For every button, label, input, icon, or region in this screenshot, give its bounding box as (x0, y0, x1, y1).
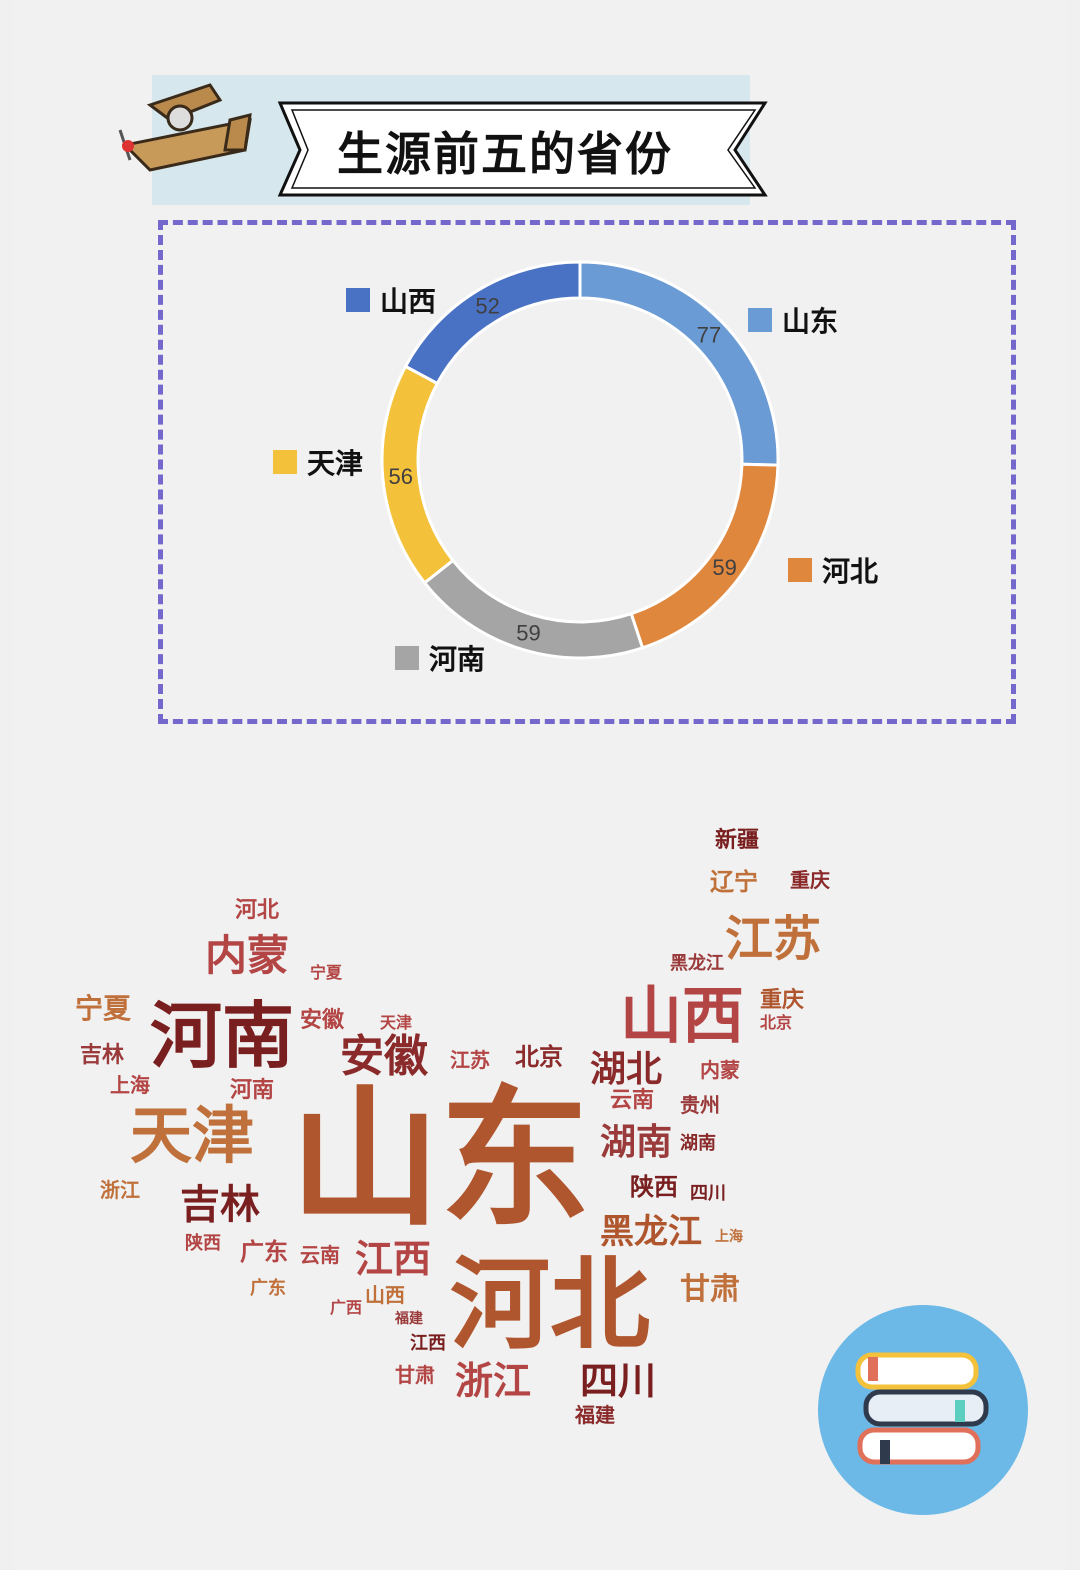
word-cloud-word: 上海 (110, 1073, 150, 1097)
word-cloud-word: 黑龙江 (600, 1212, 702, 1252)
word-cloud-word: 安徽 (300, 1008, 345, 1033)
data-label: 59 (516, 620, 540, 645)
donut-slice-4 (403, 260, 582, 386)
word-cloud-word: 陕西 (630, 1173, 678, 1201)
word-cloud-word: 重庆 (790, 868, 830, 892)
word-cloud-word: 河北 (450, 1246, 650, 1363)
word-cloud-word: 湖北 (590, 1049, 663, 1090)
word-cloud-word: 山东 (290, 1073, 591, 1247)
word-cloud-word: 湖南 (680, 1133, 716, 1154)
word-cloud-word: 吉林 (180, 1182, 260, 1228)
word-cloud-word: 江西 (355, 1237, 432, 1281)
word-cloud-word: 云南 (300, 1243, 340, 1267)
donut-slice-0 (578, 260, 780, 467)
word-cloud-word: 天津 (380, 1013, 413, 1032)
word-cloud-word: 内蒙 (205, 931, 290, 980)
legend-swatch (748, 308, 772, 332)
word-cloud-word: 宁夏 (75, 992, 132, 1025)
word-cloud-word: 陕西 (185, 1233, 221, 1254)
word-cloud-word: 浙江 (100, 1178, 140, 1202)
word-cloud-word: 福建 (395, 1311, 423, 1327)
word-cloud-word: 北京 (515, 1043, 563, 1071)
word-cloud-word: 江苏 (725, 911, 822, 967)
word-cloud-word: 吉林 (80, 1043, 125, 1068)
data-label: 56 (388, 464, 412, 489)
word-cloud-word: 云南 (610, 1088, 655, 1113)
word-cloud-word: 江西 (410, 1333, 446, 1354)
chart-frame (158, 220, 1016, 724)
legend-label: 山西 (380, 285, 436, 318)
word-cloud-word: 广西 (330, 1298, 363, 1317)
word-cloud-word: 山西 (620, 979, 745, 1052)
word-cloud-word: 四川 (690, 1183, 726, 1204)
page-title: 生源前五的省份 (337, 127, 673, 181)
legend-label: 天津 (307, 447, 363, 480)
word-cloud-word: 湖南 (600, 1122, 673, 1163)
word-cloud-word: 河南 (230, 1078, 275, 1103)
title-ribbon (277, 101, 768, 197)
word-cloud-word: 河南 (150, 994, 295, 1078)
word-cloud-word: 内蒙 (700, 1058, 740, 1082)
word-cloud-word: 新疆 (715, 828, 760, 853)
word-cloud-word: 北京 (760, 1013, 793, 1032)
word-cloud-word: 重庆 (760, 988, 805, 1013)
word-cloud-word: 甘肃 (680, 1272, 740, 1307)
word-cloud-word: 广东 (240, 1238, 288, 1266)
books-icon (818, 1305, 1028, 1515)
word-cloud-word: 江苏 (450, 1048, 490, 1072)
word-cloud-word: 浙江 (455, 1359, 532, 1403)
legend-label: 河北 (822, 555, 878, 588)
word-cloud-word: 上海 (715, 1229, 743, 1245)
legend-label: 河南 (429, 643, 485, 676)
word-cloud-word: 山西 (365, 1283, 405, 1307)
legend-swatch (273, 450, 297, 474)
word-cloud-word: 黑龙江 (670, 953, 724, 974)
word-cloud-word: 福建 (575, 1403, 615, 1427)
data-label: 52 (475, 294, 499, 319)
word-cloud-word: 天津 (130, 1099, 255, 1172)
data-label: 59 (712, 555, 736, 580)
legend-swatch (395, 646, 419, 670)
word-cloud-word: 辽宁 (710, 868, 758, 896)
word-cloud-word: 宁夏 (310, 963, 343, 982)
word-cloud-word: 四川 (580, 1359, 657, 1403)
word-cloud-word: 广东 (250, 1278, 286, 1299)
word-cloud-word: 甘肃 (395, 1363, 435, 1387)
word-cloud-word: 贵州 (680, 1093, 720, 1117)
data-label: 77 (697, 322, 721, 347)
legend-label: 山东 (782, 305, 838, 338)
legend-swatch (346, 288, 370, 312)
legend-swatch (788, 558, 812, 582)
airplane-icon (118, 83, 252, 172)
page-background (14, 0, 1066, 1570)
donut-slice-1 (629, 462, 780, 650)
word-cloud-word: 河北 (235, 898, 280, 923)
donut-chart: 77 山东 59 河北 59 河南 56 天津 52 山西 (273, 260, 878, 676)
word-cloud-word: 安徽 (340, 1031, 428, 1082)
